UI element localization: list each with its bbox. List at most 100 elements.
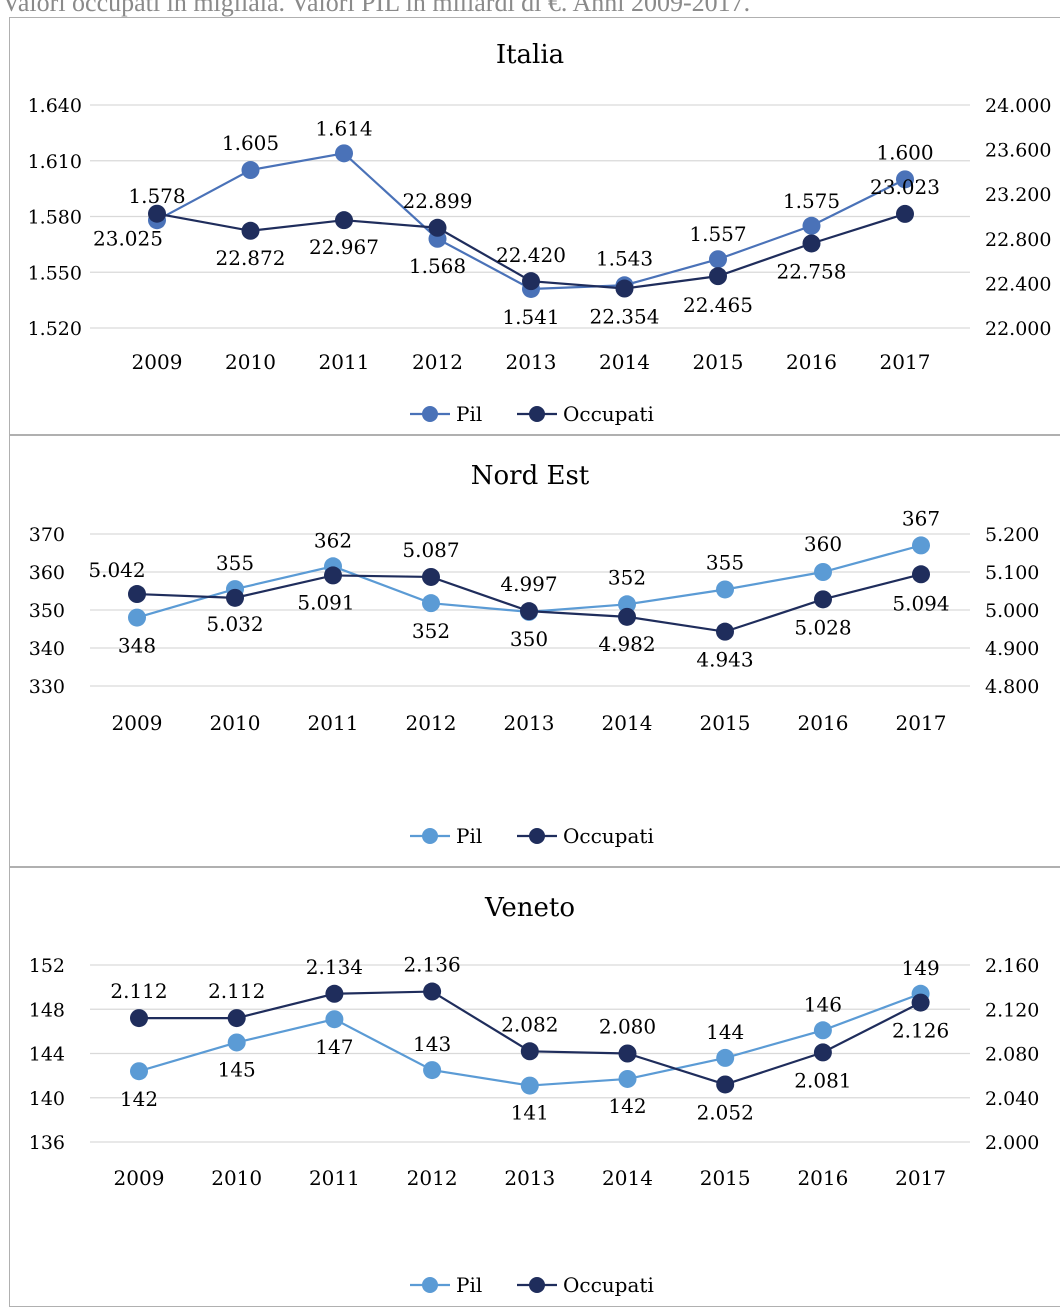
left-axis-tick-label: 1.520 — [28, 318, 82, 340]
data-point-occupati — [618, 1044, 637, 1063]
data-label-occupati: 23.023 — [870, 175, 940, 199]
data-label-occupati: 2.136 — [403, 953, 460, 977]
left-axis-tick-label: 340 — [29, 638, 65, 660]
data-label-pil: 145 — [218, 1057, 256, 1081]
legend: Pil Occupati — [410, 402, 654, 426]
data-label-pil: 1.614 — [315, 116, 372, 140]
data-point-pil — [128, 608, 146, 627]
right-axis-tick-label: 22.000 — [985, 318, 1051, 340]
data-point-occupati — [716, 622, 734, 641]
data-point-occupati — [911, 993, 930, 1012]
right-axis-tick-label: 2.040 — [985, 1088, 1039, 1110]
left-axis-tick-label: 1.640 — [28, 95, 82, 117]
chart-title: Nord Est — [471, 461, 590, 491]
data-point-occupati — [896, 204, 914, 223]
data-label-pil: 1.600 — [876, 140, 933, 164]
left-axis-tick-label: 136 — [29, 1132, 65, 1154]
data-point-occupati — [148, 204, 166, 223]
right-axis-tick-label: 2.120 — [985, 999, 1039, 1021]
data-label-pil: 147 — [315, 1035, 353, 1059]
legend-marker — [422, 406, 438, 422]
category-label: 2013 — [504, 1166, 555, 1190]
category-label: 2011 — [319, 350, 370, 374]
category-label: 2015 — [700, 1166, 751, 1190]
data-point-pil — [802, 216, 821, 235]
data-point-pil — [423, 1061, 442, 1080]
right-axis-tick-label: 24.000 — [985, 95, 1051, 117]
right-axis-tick-label: 5.200 — [985, 524, 1039, 546]
data-label-pil: 142 — [120, 1087, 158, 1111]
right-axis-tick-label: 4.900 — [985, 638, 1039, 660]
data-point-occupati — [813, 1043, 832, 1062]
category-label: 2015 — [700, 711, 751, 735]
data-point-pil — [335, 144, 353, 163]
right-axis-tick-label: 23.200 — [985, 184, 1051, 206]
right-axis-tick-label: 2.160 — [985, 955, 1039, 977]
data-label-pil: 350 — [510, 627, 548, 651]
category-label: 2014 — [602, 1166, 653, 1190]
data-label-pil: 1.568 — [409, 254, 466, 278]
data-label-pil: 1.543 — [596, 246, 653, 270]
data-label-occupati: 2.052 — [697, 1100, 754, 1124]
left-axis-tick-label: 140 — [29, 1088, 65, 1110]
right-axis-tick-label: 22.400 — [985, 273, 1051, 295]
data-label-occupati: 2.080 — [599, 1015, 656, 1039]
left-axis-tick-label: 152 — [29, 955, 65, 977]
category-label: 2009 — [114, 1166, 165, 1190]
data-label-occupati: 5.032 — [206, 612, 263, 636]
legend: Pil Occupati — [410, 1273, 654, 1297]
left-axis-tick-label: 350 — [29, 600, 65, 622]
legend-label: Occupati — [563, 824, 654, 848]
category-label: 2017 — [896, 711, 947, 735]
data-point-occupati — [912, 565, 930, 584]
right-axis-tick-label: 5.000 — [985, 600, 1039, 622]
legend-marker — [529, 1277, 545, 1293]
page-header: Valori occupati in migliaia. Valori PIL … — [2, 0, 751, 17]
data-label-occupati: 22.967 — [309, 235, 379, 259]
chart-panel-italia: Italia 1.520 1.550 1.580 1.610 1.640 22.000 22.… — [9, 17, 1060, 435]
data-point-pil — [325, 1010, 344, 1029]
data-point-occupati — [520, 1042, 539, 1061]
data-point-occupati — [522, 272, 540, 291]
data-point-occupati — [716, 1075, 735, 1094]
data-point-pil — [896, 170, 914, 189]
legend-label: Occupati — [563, 1273, 654, 1297]
data-point-occupati — [709, 267, 727, 286]
data-point-occupati — [618, 607, 636, 626]
data-point-pil — [912, 536, 930, 555]
data-point-occupati — [814, 590, 832, 609]
data-label-pil: 143 — [413, 1032, 451, 1056]
data-label-occupati: 2.112 — [110, 979, 167, 1003]
data-label-pil: 355 — [216, 551, 254, 575]
left-axis-tick-label: 370 — [29, 524, 65, 546]
left-axis-tick-label: 1.610 — [28, 151, 82, 173]
data-point-occupati — [423, 982, 442, 1001]
legend-label: Pil — [456, 1273, 482, 1297]
right-axis-tick-label: 5.100 — [985, 562, 1039, 584]
legend: Pil Occupati — [410, 824, 654, 848]
data-label-pil: 1.575 — [783, 189, 840, 213]
data-label-occupati: 4.982 — [598, 632, 655, 656]
data-label-pil: 1.557 — [689, 222, 746, 246]
data-label-occupati: 2.081 — [794, 1068, 851, 1092]
data-label-occupati: 5.028 — [794, 615, 851, 639]
data-label-occupati: 5.094 — [892, 591, 949, 615]
right-axis-tick-label: 22.800 — [985, 229, 1051, 251]
data-point-occupati — [227, 1009, 246, 1028]
right-axis-tick-label: 2.000 — [985, 1132, 1039, 1154]
data-label-pil: 142 — [608, 1094, 646, 1118]
data-label-occupati: 5.091 — [297, 590, 354, 614]
data-point-pil — [716, 1048, 735, 1067]
data-point-pil — [813, 1021, 832, 1040]
category-label: 2011 — [308, 711, 359, 735]
data-label-pil: 141 — [511, 1101, 549, 1125]
category-label: 2013 — [504, 711, 555, 735]
data-label-pil: 144 — [706, 1020, 744, 1044]
data-point-occupati — [325, 984, 344, 1003]
data-point-occupati — [241, 221, 260, 240]
data-label-occupati: 2.126 — [892, 1019, 949, 1043]
legend-label: Occupati — [563, 402, 654, 426]
data-label-occupati: 22.758 — [777, 259, 847, 283]
data-point-pil — [709, 250, 727, 269]
chart-title: Veneto — [484, 893, 575, 923]
